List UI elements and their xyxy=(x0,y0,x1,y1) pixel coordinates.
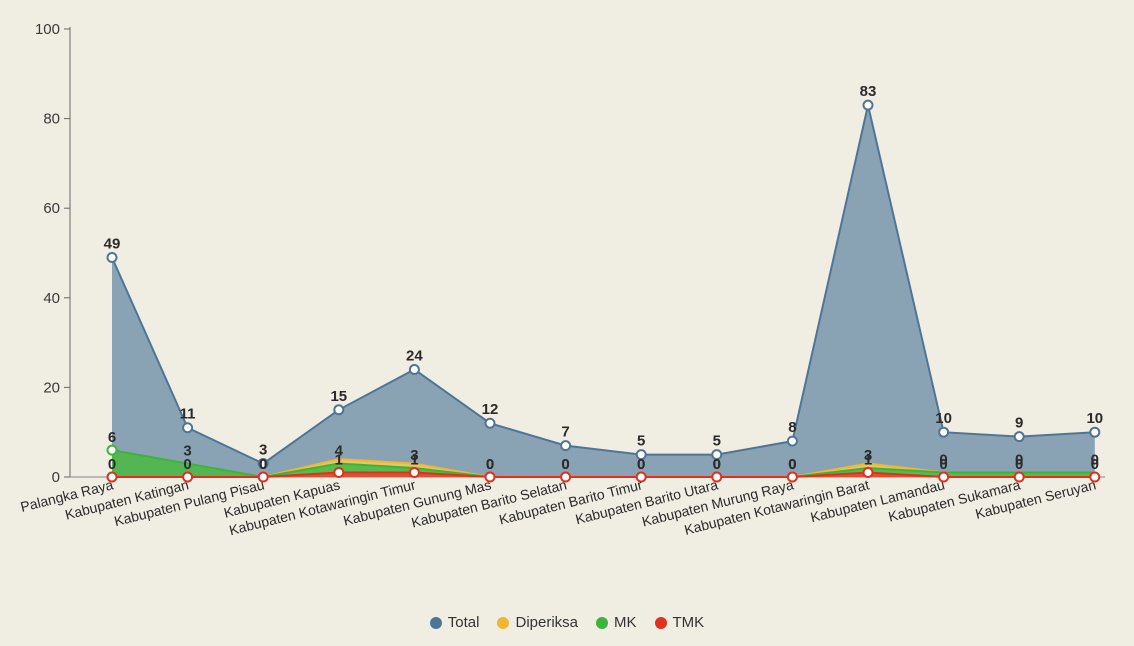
area-total xyxy=(112,105,1095,477)
legend-label: MK xyxy=(614,614,637,631)
point-total xyxy=(333,404,345,416)
point-tmk xyxy=(560,471,572,483)
point-tmk xyxy=(786,471,798,483)
point-total xyxy=(257,458,269,470)
data-label-mk: 0 xyxy=(259,456,267,473)
point-total xyxy=(938,426,950,438)
y-tick-label: 60 xyxy=(43,200,60,217)
point-tmk xyxy=(257,471,269,483)
data-label-total: 49 xyxy=(104,235,121,252)
point-total xyxy=(786,435,798,447)
data-label-total: 7 xyxy=(561,424,569,441)
point-total xyxy=(560,440,572,452)
legend-item-diperiksa[interactable]: Diperiksa xyxy=(497,614,578,631)
point-tmk xyxy=(711,471,723,483)
data-label-mk: 3 xyxy=(410,447,418,464)
data-label-tmk: 0 xyxy=(486,456,494,473)
data-label-mk: 6 xyxy=(108,429,116,446)
legend: Total Diperiksa MK TMK xyxy=(0,614,1134,631)
data-label-mk: 0 xyxy=(788,456,796,473)
y-tick-label: 20 xyxy=(43,379,60,396)
data-label-mk: 3 xyxy=(183,443,191,460)
point-total xyxy=(1089,426,1101,438)
point-total xyxy=(106,251,118,263)
data-label-total: 3 xyxy=(259,442,267,459)
data-label-total: 10 xyxy=(935,410,952,427)
data-label-tmk: 0 xyxy=(788,456,796,473)
data-label-tmk: 0 xyxy=(637,456,645,473)
data-label-total: 8 xyxy=(788,419,796,436)
data-label-mk: 0 xyxy=(1015,452,1023,469)
data-label-total: 9 xyxy=(1015,415,1023,432)
legend-marker xyxy=(654,616,667,629)
point-total xyxy=(182,422,194,434)
data-label-total: 83 xyxy=(860,83,877,100)
point-tmk xyxy=(106,471,118,483)
point-tmk xyxy=(333,467,345,479)
data-label-tmk: 0 xyxy=(183,456,191,473)
point-total xyxy=(1013,431,1025,443)
line-total xyxy=(111,104,1095,465)
legend-label: Total xyxy=(447,614,480,631)
point-tmk xyxy=(635,471,647,483)
y-tick-label: 80 xyxy=(43,111,60,128)
point-tmk xyxy=(1013,471,1025,483)
data-label-total: 5 xyxy=(637,433,645,450)
y-tick-label: 0 xyxy=(52,469,60,486)
point-total xyxy=(635,449,647,461)
point-total xyxy=(484,417,496,429)
data-label-mk: 0 xyxy=(637,456,645,473)
data-label-tmk: 0 xyxy=(939,456,947,473)
legend-item-mk[interactable]: MK xyxy=(596,614,637,631)
data-label-total: 5 xyxy=(713,433,721,450)
data-label-tmk: 0 xyxy=(561,456,569,473)
data-label-mk: 4 xyxy=(335,443,344,460)
point-total xyxy=(862,99,874,111)
legend-item-total[interactable]: Total xyxy=(429,614,480,631)
point-total xyxy=(408,363,420,375)
y-tick-label: 100 xyxy=(35,21,60,38)
data-label-mk: 0 xyxy=(561,456,569,473)
data-label-mk: 0 xyxy=(486,456,494,473)
point-tmk xyxy=(408,467,420,479)
data-label-total: 11 xyxy=(180,406,196,423)
point-tmk xyxy=(182,471,194,483)
data-label-mk: 0 xyxy=(1091,452,1099,469)
data-label-mk: 3 xyxy=(864,447,872,464)
legend-marker xyxy=(429,616,442,629)
legend-item-tmk[interactable]: TMK xyxy=(654,614,705,631)
point-tmk xyxy=(938,471,950,483)
legend-label: Diperiksa xyxy=(515,614,579,631)
line-tmk xyxy=(112,471,1095,478)
point-tmk xyxy=(1089,471,1101,483)
area-tmk xyxy=(112,472,1095,477)
data-label-tmk: 0 xyxy=(259,456,267,473)
data-label-tmk: 0 xyxy=(1091,456,1099,473)
data-label-tmk: 1 xyxy=(410,452,418,469)
point-mk xyxy=(106,444,118,456)
data-label-tmk: 1 xyxy=(335,452,343,469)
legend-label: TMK xyxy=(672,614,705,631)
area-mk xyxy=(112,450,1095,477)
point-tmk xyxy=(862,467,874,479)
data-label-mk: 0 xyxy=(713,456,721,473)
data-label-total: 10 xyxy=(1086,410,1103,427)
data-label-total: 15 xyxy=(330,388,347,405)
data-label-tmk: 0 xyxy=(108,456,116,473)
point-total xyxy=(711,449,723,461)
data-label-tmk: 0 xyxy=(1015,456,1023,473)
data-label-tmk: 0 xyxy=(713,456,721,473)
legend-marker xyxy=(497,616,510,629)
data-label-total: 12 xyxy=(482,401,499,418)
data-label-tmk: 1 xyxy=(864,452,872,469)
point-tmk xyxy=(484,471,496,483)
data-label-mk: 0 xyxy=(939,452,947,469)
data-label-total: 24 xyxy=(406,347,423,364)
legend-marker xyxy=(596,616,609,629)
y-tick-label: 40 xyxy=(43,290,60,307)
